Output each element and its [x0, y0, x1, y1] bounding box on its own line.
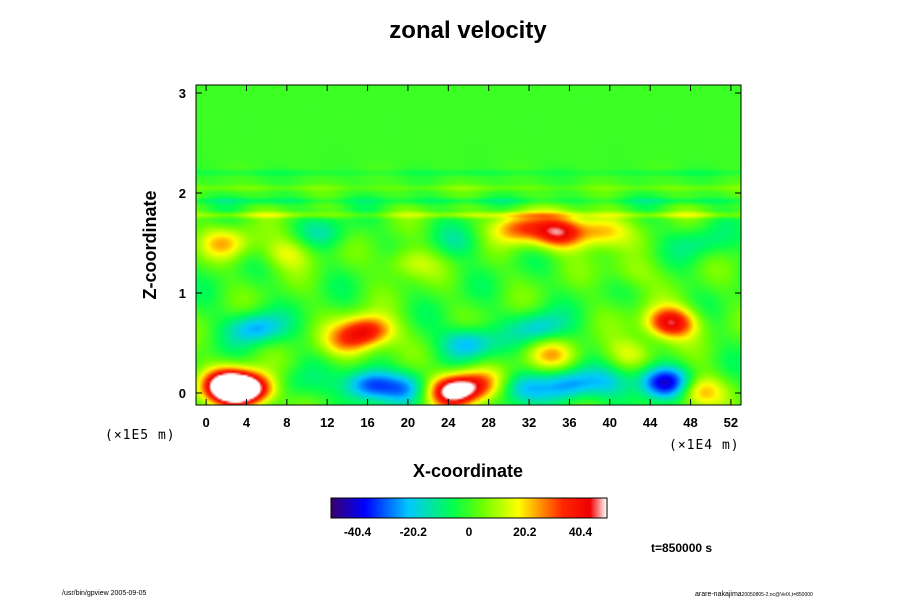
footer-right-sub: 20050805-2.nc@VelX,t=850000	[742, 592, 813, 598]
x-tick-label: 32	[522, 415, 536, 430]
x-tick-label: 40	[603, 415, 617, 430]
x-tick-label: 44	[643, 415, 658, 430]
colorbar-tick-label: -20.2	[400, 525, 428, 539]
y-axis: 0 1 2 3	[179, 86, 741, 401]
footer-right: arare-nakajima20050805-2.nc@VelX,t=85000…	[695, 591, 813, 598]
y-axis-label: Z-coordinate	[140, 190, 160, 299]
x-tick-label: 8	[283, 415, 290, 430]
x-tick-label: 12	[320, 415, 334, 430]
x-tick-label: 16	[360, 415, 374, 430]
x-tick-label: 20	[401, 415, 415, 430]
colorbar-tick-label: 20.2	[513, 525, 537, 539]
x-tick-label: 36	[562, 415, 576, 430]
x-tick-label: 52	[724, 415, 738, 430]
colorbar: -40.4 -20.2 0 20.2 40.4	[330, 497, 608, 539]
colorbar-frame	[330, 497, 608, 519]
colorbar-tick-label: 40.4	[569, 525, 593, 539]
colorbar-tick-label: 0	[466, 525, 473, 539]
x-tick-label: 24	[441, 415, 456, 430]
y-scale-label: (×1E5 m)	[105, 428, 176, 443]
colorbar-tick-label: -40.4	[344, 525, 372, 539]
y-tick-label: 3	[179, 86, 186, 101]
x-tick-label: 48	[683, 415, 697, 430]
y-tick-label: 0	[179, 386, 186, 401]
y-tick-label: 1	[179, 286, 186, 301]
x-tick-label: 0	[202, 415, 209, 430]
footer-left: /usr/bin/gpview 2005-09-05	[62, 590, 147, 597]
chart-title: zonal velocity	[389, 17, 547, 44]
colorbar-gradient	[331, 498, 607, 518]
y-tick-label: 2	[179, 186, 186, 201]
heatmap-field	[196, 85, 741, 405]
x-tick-label: 4	[243, 415, 251, 430]
footer-right-main: arare-nakajima	[695, 591, 742, 598]
plot-frame	[195, 84, 742, 406]
time-label: t=850000 s	[651, 541, 712, 555]
x-axis-label: X-coordinate	[413, 461, 523, 481]
plot-area	[195, 84, 742, 406]
x-axis: 0 4 8 12 16 20 24 28 32 36 40 44 48 52	[202, 85, 738, 430]
x-scale-label: (×1E4 m)	[669, 438, 740, 453]
x-tick-label: 28	[481, 415, 495, 430]
